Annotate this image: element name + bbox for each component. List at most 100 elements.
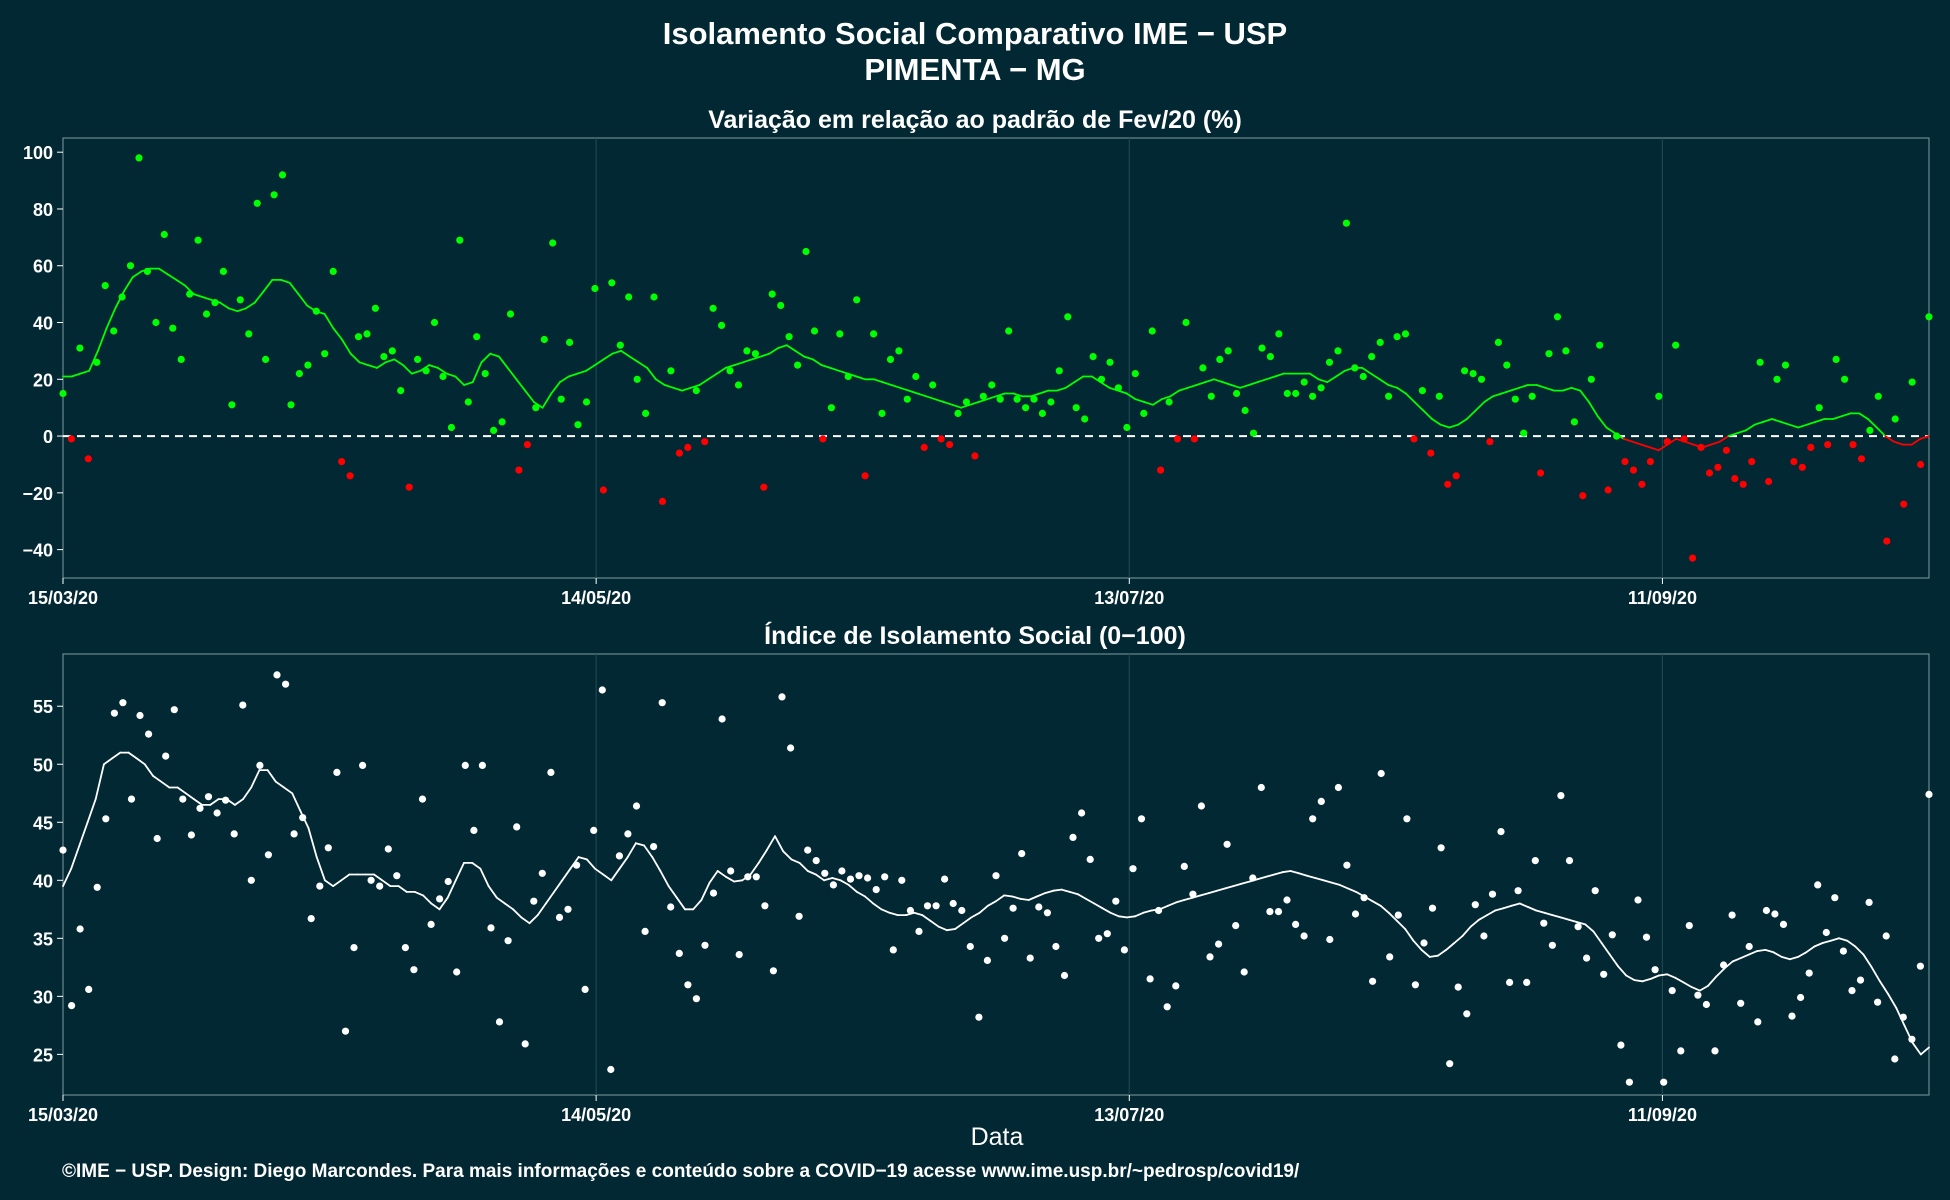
panel-index-frame [62, 653, 1930, 1096]
moving-average-segment [288, 281, 300, 296]
data-point [1123, 423, 1131, 432]
data-point [1035, 903, 1043, 911]
data-point [1822, 928, 1830, 937]
data-point [222, 796, 230, 804]
moving-average-segment [733, 361, 744, 367]
moving-average-segment [1483, 395, 1494, 403]
moving-average-segment [1862, 953, 1873, 969]
moving-average-segment [620, 349, 631, 358]
moving-average-segment [1038, 389, 1050, 395]
data-point [498, 418, 506, 426]
data-point [734, 381, 743, 389]
moving-average-segment [1240, 880, 1251, 885]
moving-average-segment [1404, 392, 1416, 403]
data-point [1215, 940, 1223, 948]
moving-average-segment [436, 366, 448, 375]
moving-average-segment [1125, 392, 1137, 401]
moving-average-segment [626, 842, 637, 858]
data-point [1155, 906, 1163, 915]
data-point [1900, 500, 1908, 508]
moving-average-segment [550, 381, 561, 395]
data-point [777, 301, 785, 310]
moving-average-segment [611, 349, 622, 355]
moving-average-segment [1813, 942, 1824, 948]
data-point [861, 472, 869, 480]
moving-average-segment [1134, 911, 1145, 918]
moving-average-segment [1829, 937, 1840, 942]
moving-average-segment [1134, 398, 1146, 403]
moving-average-segment [86, 798, 97, 824]
moving-average-segment [960, 403, 971, 409]
data-point [1545, 350, 1553, 358]
data-point [1689, 554, 1697, 562]
data-point [1882, 932, 1890, 940]
moving-average-segment [1854, 945, 1865, 956]
data-point [1047, 398, 1055, 406]
y-tick-label: 100 [23, 143, 53, 163]
moving-average-segment [847, 884, 858, 893]
data-point [1216, 355, 1224, 363]
moving-average-segment [1649, 446, 1660, 452]
data-point [1131, 370, 1139, 378]
moving-average-segment [1870, 966, 1881, 983]
moving-average-segment [1003, 894, 1014, 898]
data-point [204, 793, 213, 801]
moving-average-segment [1036, 892, 1046, 898]
data-point [1579, 492, 1587, 500]
moving-average-segment [1561, 386, 1573, 392]
data-point [145, 730, 153, 738]
data-point [1360, 894, 1368, 902]
moving-average-segment [135, 757, 146, 766]
moving-average-segment [757, 849, 768, 864]
data-point [194, 236, 202, 244]
moving-average-segment [1371, 900, 1382, 907]
moving-average-segment [1789, 956, 1799, 961]
data-point [760, 483, 768, 491]
data-point [1463, 1010, 1471, 1018]
moving-average-segment [1178, 386, 1189, 392]
moving-average-segment [839, 879, 850, 886]
data-point [1677, 1047, 1685, 1055]
data-point [1503, 361, 1511, 369]
moving-average-segment [1474, 401, 1486, 412]
data-point [932, 902, 940, 910]
moving-average-segment [978, 904, 989, 914]
panel-variation-x-axis: 15/03/20 14/05/20 13/07/20 11/09/20 [28, 578, 1697, 608]
data-point [1013, 395, 1021, 403]
moving-average-segment [1466, 409, 1477, 420]
data-point [1140, 409, 1148, 417]
data-point [1874, 998, 1882, 1006]
data-point [1078, 809, 1086, 817]
moving-average-segment [749, 862, 760, 876]
moving-average-segment [698, 378, 710, 386]
data-point [709, 304, 717, 312]
data-point [794, 361, 802, 369]
data-point [1497, 828, 1505, 836]
data-point [1925, 313, 1933, 321]
moving-average-segment [1674, 976, 1685, 984]
moving-average-segment [1274, 372, 1285, 378]
data-point [1326, 935, 1334, 944]
moving-average-segment [635, 842, 645, 847]
data-point [920, 443, 928, 451]
data-point [1081, 415, 1089, 423]
data-point [988, 381, 996, 389]
data-point [186, 290, 194, 298]
moving-average-segment [1641, 978, 1652, 983]
y-tick-label: 45 [33, 813, 53, 833]
data-point [1427, 449, 1435, 457]
data-point [1038, 409, 1046, 417]
moving-average-segment [1347, 887, 1357, 893]
data-point [1831, 894, 1839, 902]
moving-average-segment [576, 369, 588, 375]
data-point [1207, 392, 1215, 400]
data-point [941, 875, 949, 883]
data-point [598, 686, 606, 694]
data-point [321, 350, 329, 358]
data-point [1223, 840, 1231, 848]
moving-average-segment [946, 928, 956, 932]
data-point [1865, 898, 1873, 907]
data-point [1494, 338, 1502, 346]
moving-average-segment [1911, 1041, 1922, 1056]
moving-average-segment [1887, 993, 1898, 1009]
